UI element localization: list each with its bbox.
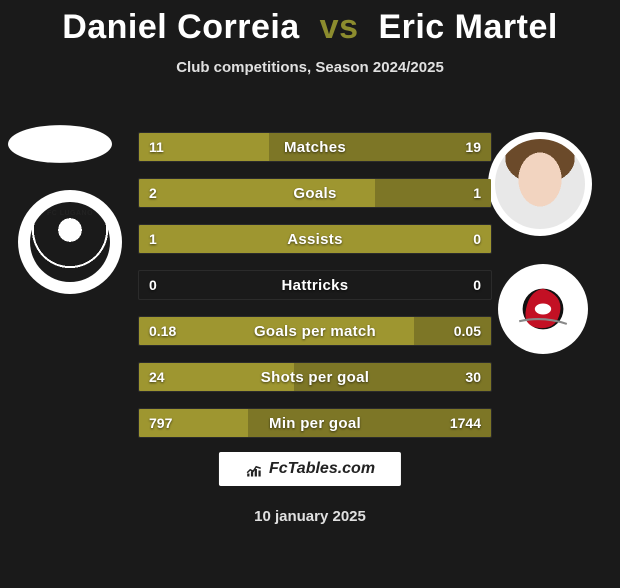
player2-avatar [488, 132, 592, 236]
metric-row: 1119Matches [138, 132, 492, 162]
metric-label: Min per goal [139, 409, 491, 437]
vs-separator: vs [320, 8, 359, 46]
player1-club-badge [18, 190, 122, 294]
metric-row: 2430Shots per goal [138, 362, 492, 392]
face-icon [495, 139, 585, 229]
player1-name: Daniel Correia [62, 8, 300, 46]
comparison-title: Daniel Correia vs Eric Martel [0, 8, 620, 47]
subtitle: Club competitions, Season 2024/2025 [0, 59, 620, 76]
metric-label: Matches [139, 133, 491, 161]
metric-label: Hattricks [139, 271, 491, 299]
watermark: FcTables.com [219, 452, 401, 486]
hurricanes-badge-icon [509, 275, 577, 343]
metric-row: 7971744Min per goal [138, 408, 492, 438]
metric-label: Assists [139, 225, 491, 253]
lugano-badge-icon [30, 202, 110, 282]
metric-row: 00Hattricks [138, 270, 492, 300]
player2-club-badge [498, 264, 588, 354]
metric-row: 10Assists [138, 224, 492, 254]
metric-label: Goals per match [139, 317, 491, 345]
player1-avatar [8, 125, 112, 163]
watermark-text: FcTables.com [269, 460, 375, 478]
metric-label: Goals [139, 179, 491, 207]
metric-label: Shots per goal [139, 363, 491, 391]
comparison-bars: 1119Matches 21Goals 10Assists 00Hattricks 0.… [138, 132, 492, 454]
metric-row: 0.180.05Goals per match [138, 316, 492, 346]
player2-name: Eric Martel [378, 8, 557, 46]
metric-row: 21Goals [138, 178, 492, 208]
chart-icon [245, 460, 263, 478]
date-text: 10 january 2025 [0, 508, 620, 525]
